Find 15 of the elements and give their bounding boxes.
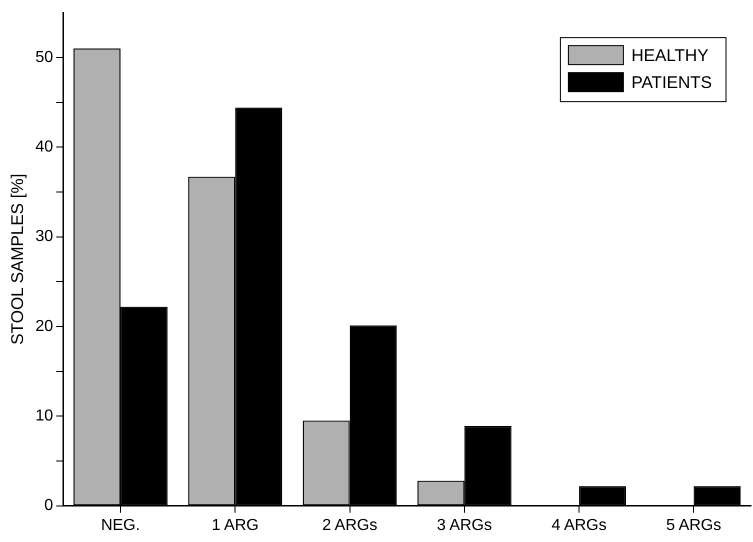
legend-label: HEALTHY xyxy=(631,46,709,65)
y-tick-label: 20 xyxy=(35,318,54,335)
x-tick-label: 2 ARGs xyxy=(322,516,378,534)
x-tick-label: 4 ARGs xyxy=(551,516,607,534)
x-tick-label: 3 ARGs xyxy=(436,516,492,534)
y-tick-label: 30 xyxy=(35,228,54,246)
x-tick-label: NEG. xyxy=(100,516,140,534)
y-tick-label: 0 xyxy=(44,497,54,514)
x-tick-label: 1 ARG xyxy=(212,516,259,534)
y-axis-title: STOOL SAMPLES [%] xyxy=(8,174,27,345)
y-tick-label: 10 xyxy=(35,408,54,425)
y-tick-label: 50 xyxy=(35,48,54,66)
legend-label: PATIENTS xyxy=(631,72,712,92)
y-tick-label: 40 xyxy=(35,138,54,156)
x-tick-label: 5 ARGs xyxy=(666,516,722,534)
